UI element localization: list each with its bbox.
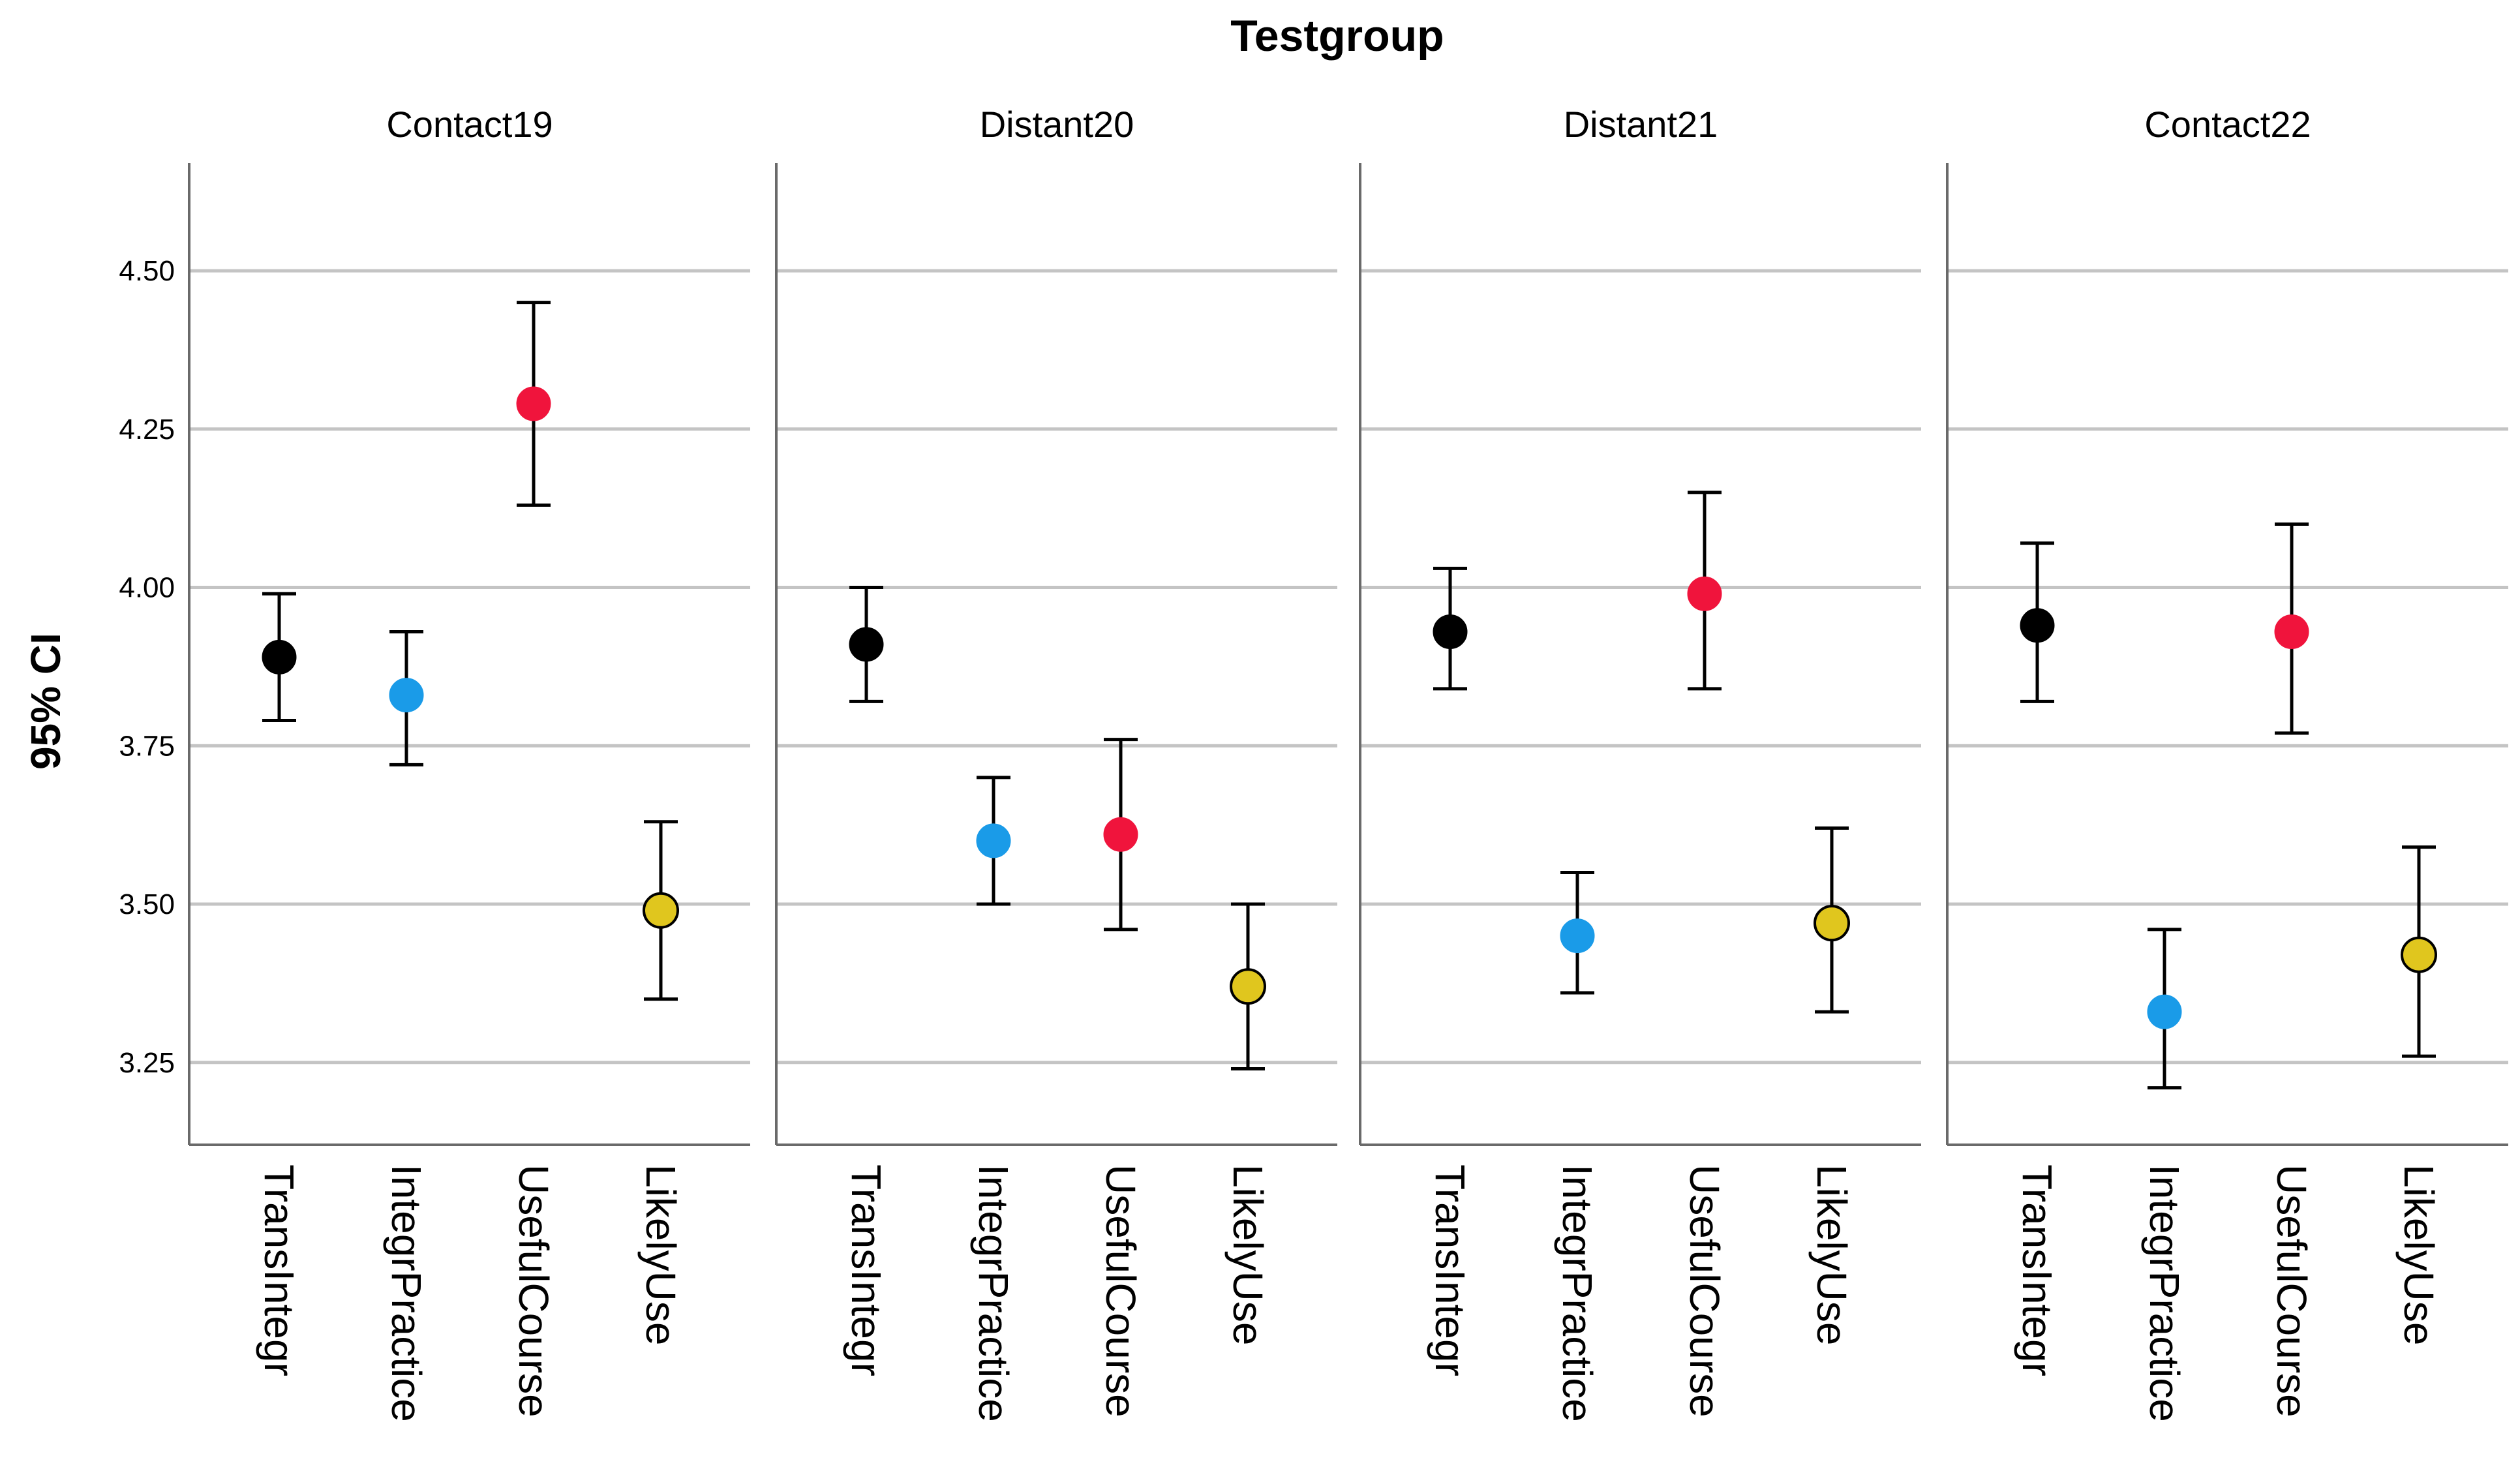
x-tick-label: UsefulCourse [2268,1164,2315,1417]
x-tick-label: LikelyUse [1224,1164,1271,1345]
mean-point [1687,576,1722,611]
x-tick-label: LikelyUse [637,1164,684,1345]
y-tick-label: 3.25 [119,1047,175,1079]
x-tick-label: TransIntegr [843,1164,890,1376]
mean-point [2020,608,2055,643]
mean-point [1230,968,1266,1005]
x-tick-label: UsefulCourse [1097,1164,1144,1417]
mean-point [516,386,551,421]
x-tick-label: TransIntegr [256,1164,303,1376]
y-tick-label: 4.25 [119,414,175,446]
x-tick-label: TransIntegr [1427,1164,1474,1376]
y-tick-label: 4.00 [119,572,175,604]
mean-point [1560,918,1595,954]
plot-area: 3.25 3.50 3.75 4.00 4.25 4.50 Contact19 TransIn… [119,104,2508,1422]
y-tick-label: 3.75 [119,730,175,762]
mean-point [1814,905,1850,942]
mean-point [2147,994,2182,1029]
x-tick-label: LikelyUse [1808,1164,1855,1345]
x-tick-label: UsefulCourse [510,1164,557,1417]
chart-title: Testgroup [1230,11,1444,61]
mean-point [1433,614,1468,650]
mean-point [2401,936,2437,973]
facet-label: Contact22 [2144,104,2311,145]
mean-point [976,823,1011,858]
x-tick-label: TransIntegr [2014,1164,2061,1376]
y-tick-label: 3.50 [119,888,175,920]
facet-label: Distant20 [980,104,1134,145]
x-tick-label: IntegrPractice [970,1164,1017,1422]
mean-point [849,627,884,662]
x-tick-label: IntegrPractice [1554,1164,1601,1422]
x-tick-label: UsefulCourse [1681,1164,1728,1417]
facet-label: Contact19 [386,104,553,145]
y-tick-label: 4.50 [119,255,175,287]
x-tick-label: IntegrPractice [2141,1164,2188,1422]
mean-point [2274,614,2309,650]
facet-label: Distant21 [1564,104,1718,145]
mean-point [643,892,679,929]
x-tick-label: LikelyUse [2395,1164,2442,1345]
x-tick-label: IntegrPractice [383,1164,430,1422]
y-axis-label: 95% CI [22,633,69,770]
mean-point [262,639,297,674]
mean-point [389,678,424,713]
mean-point [1103,817,1138,852]
